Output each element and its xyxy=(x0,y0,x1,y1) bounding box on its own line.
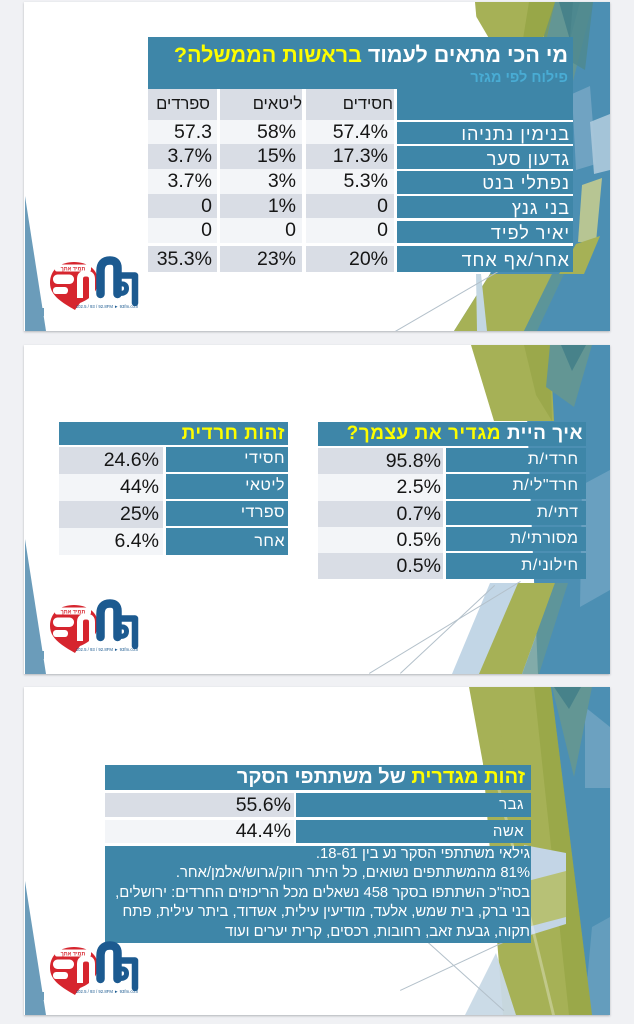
svg-text:תמיד אתך: תמיד אתך xyxy=(61,609,86,615)
svg-text:102.5 / 93 / 92.8FM ► 93fm.co.: 102.5 / 93 / 92.8FM ► 93fm.co.il xyxy=(76,989,138,994)
svg-text:102.5 / 93 / 92.8FM ► 93fm.co.: 102.5 / 93 / 92.8FM ► 93fm.co.il xyxy=(76,647,138,652)
svg-text:תמיד אתך: תמיד אתך xyxy=(61,266,86,272)
svg-text:102.5 / 93 / 92.8FM ► 93fm.co.: 102.5 / 93 / 92.8FM ► 93fm.co.il xyxy=(76,304,138,309)
svg-text:תמיד אתך: תמיד אתך xyxy=(61,951,86,957)
